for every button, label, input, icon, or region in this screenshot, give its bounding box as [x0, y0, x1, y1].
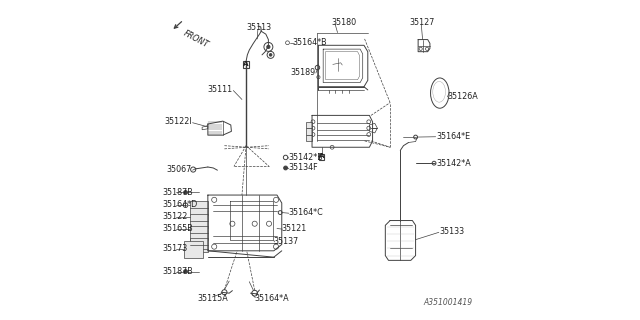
Bar [190, 238, 208, 252]
Text: 35180: 35180 [332, 19, 356, 28]
Text: 35164*C: 35164*C [288, 208, 323, 217]
Bar [243, 61, 249, 68]
Text: 35165B: 35165B [162, 224, 193, 233]
Text: A351001419: A351001419 [424, 298, 473, 307]
Text: 35189: 35189 [290, 68, 316, 77]
Text: 35115A: 35115A [197, 294, 228, 303]
Text: 35137: 35137 [274, 237, 299, 246]
Text: 35122I: 35122I [164, 117, 192, 126]
Circle shape [184, 191, 188, 195]
Text: 35126A: 35126A [447, 92, 478, 101]
Circle shape [284, 166, 287, 170]
Text: 35121: 35121 [282, 224, 307, 233]
Text: 35187B: 35187B [162, 188, 193, 197]
Text: A: A [243, 61, 249, 67]
Bar [306, 122, 312, 128]
Circle shape [184, 270, 188, 273]
Circle shape [269, 53, 272, 56]
Text: 35142*A: 35142*A [436, 159, 471, 168]
Bar [190, 226, 208, 240]
Text: 35164*D: 35164*D [162, 200, 197, 209]
Text: 35127: 35127 [409, 19, 435, 28]
Bar [319, 154, 324, 160]
Text: 35122: 35122 [162, 212, 188, 221]
Text: 35133: 35133 [440, 227, 465, 236]
Bar [184, 241, 203, 258]
Bar [190, 201, 208, 215]
Text: 35142*B: 35142*B [288, 153, 323, 162]
Text: 35164*B: 35164*B [293, 38, 328, 47]
Circle shape [267, 45, 270, 49]
Text: 35111: 35111 [207, 85, 232, 94]
Bar [306, 134, 312, 141]
Text: 35173: 35173 [162, 244, 188, 253]
Text: 35187B: 35187B [162, 267, 193, 276]
Text: 35164*E: 35164*E [436, 132, 470, 140]
Text: A: A [319, 154, 324, 159]
Bar [190, 213, 208, 228]
Text: FRONT: FRONT [181, 28, 210, 49]
Text: 35164*A: 35164*A [255, 294, 289, 303]
Text: 35134F: 35134F [288, 164, 318, 172]
Text: 35113: 35113 [247, 23, 272, 32]
Bar [306, 128, 312, 134]
Text: 35067: 35067 [166, 165, 192, 174]
